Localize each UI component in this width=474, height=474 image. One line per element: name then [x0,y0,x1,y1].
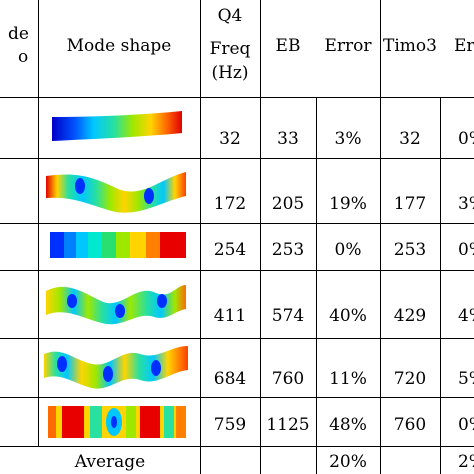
footer-average-err1: 20% [329,452,367,472]
row-6-q4: 759 [213,415,247,435]
footer-average-label: Average [74,452,146,472]
header-q4-line2: Freq [209,39,251,59]
col-rule-1 [38,0,39,446]
col-rule-2 [200,0,201,474]
row-4-q4: 411 [213,306,247,326]
col-rule-4 [316,97,317,474]
row-6-timo3: 760 [393,415,427,435]
rule-row-4 [0,338,474,339]
col-rule-3 [260,0,261,474]
header-mode-no-line1: de [8,24,29,44]
header-error-1: Error [324,36,372,56]
mode-shape-4-image [46,285,186,325]
header-timo3: Timo3 [383,36,437,56]
header-q4-line1: Q4 [217,6,243,26]
row-4-err1: 40% [329,306,367,326]
row-5-err1: 11% [329,369,367,389]
mode-shape-6-image [48,406,186,438]
col-rule-5 [380,0,381,474]
mode-shape-1-image [52,111,182,141]
row-5-err2: 5% [458,369,474,389]
row-1-err1: 3% [334,129,362,149]
mode-shape-2-image [46,172,186,213]
row-1-err2: 0% [458,129,474,149]
row-5-timo3: 720 [393,369,427,389]
row-6-eb: 1125 [266,415,310,435]
row-1-eb: 33 [277,129,299,149]
row-2-timo3: 177 [393,194,427,214]
header-mode-no-line2: o [18,47,29,67]
row-2-q4: 172 [213,194,247,214]
rule-row-3 [0,270,474,271]
rule-row-6 [0,446,474,447]
row-3-err1: 0% [334,240,362,260]
row-1-q4: 32 [219,129,241,149]
mode-shape-3-image [50,232,186,258]
row-5-eb: 760 [271,369,305,389]
rule-row-2 [0,223,474,224]
row-2-err1: 19% [329,194,367,214]
row-2-eb: 205 [271,194,305,214]
row-6-err1: 48% [329,415,367,435]
header-error-2: Er [454,36,474,56]
row-2-err2: 3% [458,194,474,214]
row-4-err2: 4% [458,306,474,326]
header-eb: EB [275,36,301,56]
header-q4-line3: (Hz) [211,63,249,83]
row-1-timo3: 32 [399,129,421,149]
row-3-err2: 0% [458,240,474,260]
row-4-timo3: 429 [393,306,427,326]
col-rule-6 [440,97,441,474]
row-3-eb: 253 [271,240,305,260]
row-3-q4: 254 [213,240,247,260]
header-mode-shape: Mode shape [66,36,172,56]
footer-average-err2: 2% [458,452,474,472]
mode-shape-5-image [44,346,188,389]
rule-row-5 [0,397,474,398]
rule-header-bottom [0,97,474,98]
row-5-q4: 684 [213,369,247,389]
rule-row-1 [0,158,474,159]
row-3-timo3: 253 [393,240,427,260]
row-4-eb: 574 [271,306,305,326]
row-6-err2: 0% [458,415,474,435]
